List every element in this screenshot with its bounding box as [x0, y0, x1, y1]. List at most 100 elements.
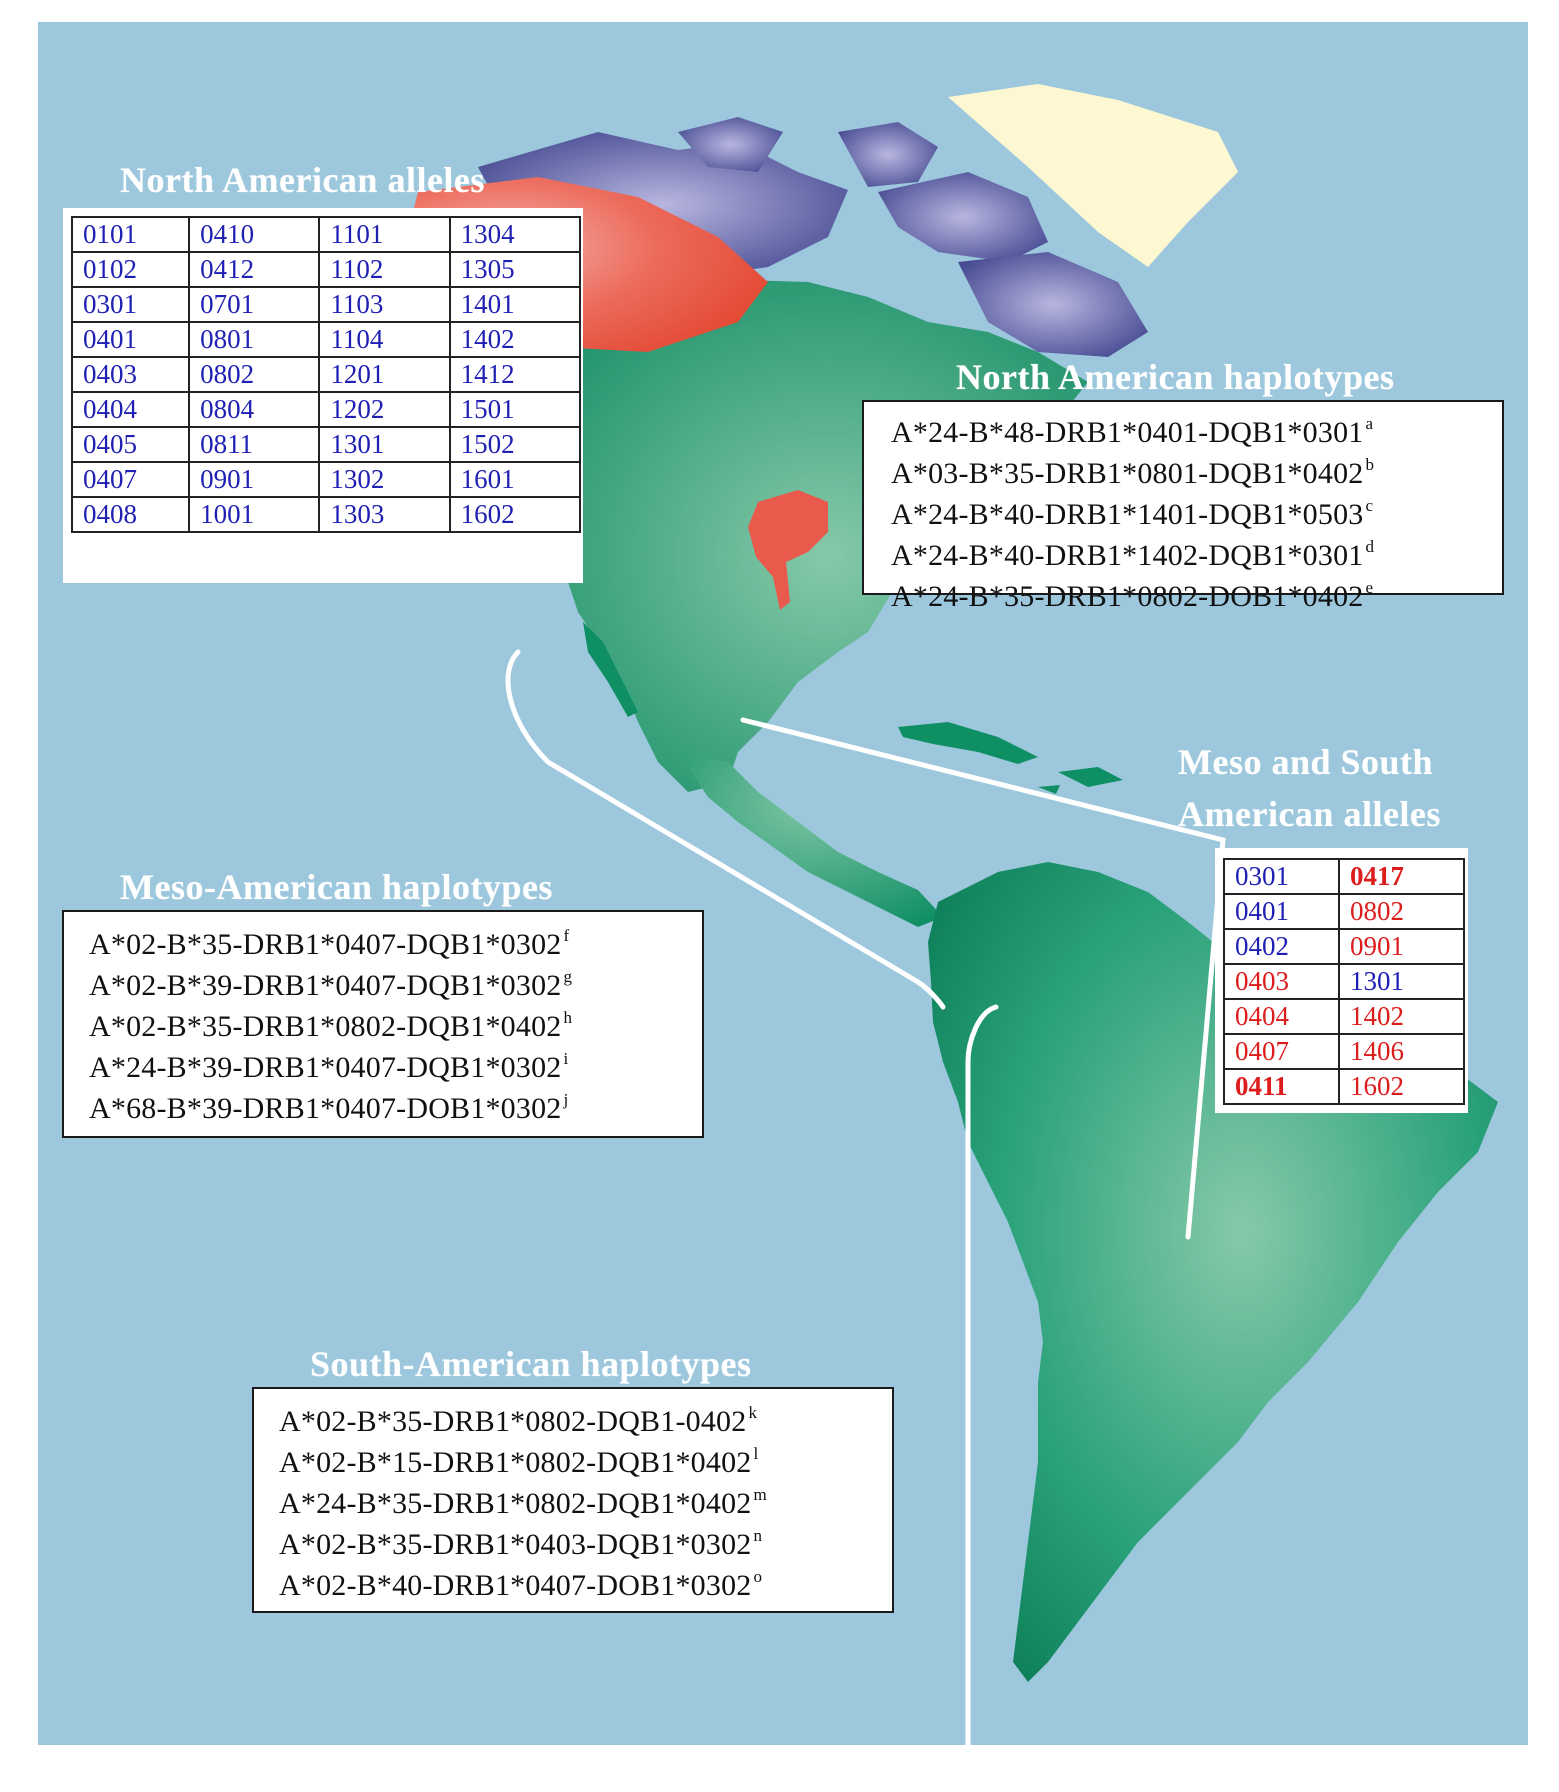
meso-south-allele-cell: 0417	[1338, 858, 1465, 895]
meso-south-allele-cell: 0401	[1223, 893, 1340, 930]
north-allele-cell: 1502	[448, 426, 582, 463]
meso-south-alleles-title-line2: American alleles	[1178, 794, 1441, 834]
arctic-island-4	[878, 172, 1048, 262]
north-allele-cell: 0801	[188, 321, 321, 358]
haplotype-text: A*02-B*39-DRB1*0407-DQB1*0302	[89, 969, 562, 1002]
south-haplotypes-title: South-American haplotypes	[310, 1344, 752, 1384]
meso-haplotype-item: A*02-B*35-DRB1*0802-DQB1*0402 h	[89, 1006, 572, 1047]
meso-south-alleles-title: Meso and South American alleles	[1178, 736, 1441, 840]
meso-south-allele-row: 0402 0901	[1223, 928, 1465, 965]
north-allele-cell: 0101	[70, 216, 191, 253]
north-allele-row: 0401 0801 1104 1402	[70, 321, 582, 358]
meso-haplotype-item: A*68-B*39-DRB1*0407-DOB1*0302 j	[89, 1088, 572, 1129]
meso-south-allele-row: 0411 1602	[1223, 1068, 1465, 1105]
south-haplotype-item: A*24-B*35-DRB1*0802-DQB1*0402 m	[279, 1483, 767, 1524]
south-haplotypes-list: A*02-B*35-DRB1*0802-DQB1-0402 k A*02-B*15-…	[279, 1401, 767, 1606]
north-allele-cell: 1202	[318, 391, 451, 428]
meso-haplotype-item: A*24-B*39-DRB1*0407-DQB1*0302 i	[89, 1047, 572, 1088]
south-haplotypes-box: A*02-B*35-DRB1*0802-DQB1-0402 k A*02-B*15-…	[252, 1387, 894, 1613]
north-allele-cell: 0802	[188, 356, 321, 393]
meso-bracket-line	[505, 649, 946, 1010]
arctic-island-2	[678, 117, 783, 172]
haplotype-footnote-marker: c	[1365, 496, 1374, 515]
haplotype-text: A*24-B*40-DRB1*1402-DQB1*0301	[891, 539, 1364, 572]
north-haplotype-item: A*03-B*35-DRB1*0801-DQB1*0402 b	[891, 453, 1374, 494]
haplotype-text: A*03-B*35-DRB1*0801-DQB1*0402	[891, 457, 1364, 490]
north-allele-row: 0403 0802 1201 1412	[70, 356, 582, 393]
meso-south-allele-cell: 0901	[1338, 928, 1465, 965]
north-allele-cell: 1201	[318, 356, 451, 393]
haplotype-footnote-marker: a	[1365, 414, 1374, 433]
meso-south-alleles-table: 0301 0417 0401 0802 0402 0901 0403 1301 0404 1402…	[1223, 858, 1465, 1105]
arctic-island-3	[838, 122, 938, 187]
north-allele-cell: 0401	[70, 321, 191, 358]
meso-south-allele-cell: 1402	[1338, 998, 1465, 1035]
north-allele-cell: 1402	[448, 321, 582, 358]
cuba	[898, 722, 1038, 764]
haplotype-text: A*24-B*48-DRB1*0401-DQB1*0301	[891, 416, 1364, 449]
meso-south-allele-row: 0407 1406	[1223, 1033, 1465, 1070]
meso-south-allele-row: 0404 1402	[1223, 998, 1465, 1035]
meso-south-allele-row: 0401 0802	[1223, 893, 1465, 930]
meso-south-allele-cell: 0402	[1223, 928, 1340, 965]
north-allele-cell: 0102	[70, 251, 191, 288]
meso-haplotypes-list: A*02-B*35-DRB1*0407-DQB1*0302 f A*02-B*39-…	[89, 924, 572, 1129]
north-haplotypes-list: A*24-B*48-DRB1*0401-DQB1*0301 a A*03-B*35-…	[891, 412, 1374, 617]
north-allele-cell: 0412	[188, 251, 321, 288]
haplotype-text: A*02-B*15-DRB1*0802-DQB1*0402	[279, 1446, 752, 1479]
haplotype-footnote-marker: o	[753, 1567, 763, 1586]
meso-south-allele-cell: 1602	[1338, 1068, 1465, 1105]
meso-south-allele-cell: 1406	[1338, 1033, 1465, 1070]
north-allele-cell: 1501	[448, 391, 582, 428]
north-allele-cell: 1602	[448, 496, 582, 533]
south-haplotype-item: A*02-B*35-DRB1*0403-DQB1*0302 n	[279, 1524, 767, 1565]
north-allele-cell: 1103	[318, 286, 451, 323]
north-alleles-table-panel: 0101 0410 1101 1304 0102 0412 1102 1305 0301 0701…	[63, 208, 583, 583]
meso-south-alleles-table-panel: 0301 0417 0401 0802 0402 0901 0403 1301 0404 1402…	[1215, 848, 1468, 1113]
haplotype-footnote-marker: e	[1365, 578, 1374, 597]
meso-haplotype-item: A*02-B*39-DRB1*0407-DQB1*0302 g	[89, 965, 572, 1006]
north-haplotype-item: A*24-B*35-DRB1*0802-DOB1*0402 e	[891, 576, 1374, 617]
north-allele-row: 0101 0410 1101 1304	[70, 216, 582, 253]
haplotype-footnote-marker: h	[563, 1008, 573, 1027]
meso-south-allele-cell: 0403	[1223, 963, 1340, 1000]
north-allele-cell: 0407	[70, 461, 191, 498]
north-allele-cell: 0405	[70, 426, 191, 463]
baffin-island	[958, 252, 1148, 357]
north-allele-cell: 1301	[318, 426, 451, 463]
north-allele-cell: 1601	[448, 461, 582, 498]
greenland	[948, 84, 1238, 267]
south-haplotype-item: A*02-B*15-DRB1*0802-DQB1*0402 l	[279, 1442, 767, 1483]
meso-south-allele-cell: 1301	[1338, 963, 1465, 1000]
north-allele-cell: 0901	[188, 461, 321, 498]
north-allele-row: 0301 0701 1103 1401	[70, 286, 582, 323]
central-red-region	[748, 490, 828, 610]
haplotype-footnote-marker: n	[753, 1526, 763, 1545]
north-allele-cell: 0301	[70, 286, 191, 323]
haplotype-text: A*24-B*35-DRB1*0802-DQB1*0402	[279, 1487, 752, 1520]
haplotype-footnote-marker: g	[563, 967, 573, 986]
south-haplotype-item: A*02-B*40-DRB1*0407-DOB1*0302 o	[279, 1565, 767, 1606]
north-allele-cell: 0408	[70, 496, 191, 533]
meso-south-allele-cell: 0404	[1223, 998, 1340, 1035]
haplotype-text: A*24-B*39-DRB1*0407-DQB1*0302	[89, 1051, 562, 1084]
haplotype-text: A*24-B*35-DRB1*0802-DOB1*0402	[891, 580, 1364, 613]
haplotype-footnote-marker: b	[1365, 455, 1375, 474]
meso-south-allele-row: 0403 1301	[1223, 963, 1465, 1000]
north-allele-cell: 0701	[188, 286, 321, 323]
meso-south-allele-cell: 0411	[1223, 1068, 1340, 1105]
north-allele-cell: 1305	[448, 251, 582, 288]
north-allele-cell: 1302	[318, 461, 451, 498]
meso-south-allele-cell: 0301	[1223, 858, 1340, 895]
north-allele-cell: 0410	[188, 216, 321, 253]
north-allele-cell: 0403	[70, 356, 191, 393]
meso-south-pointer-line	[740, 717, 1226, 1240]
meso-south-allele-row: 0301 0417	[1223, 858, 1465, 895]
north-allele-cell: 0804	[188, 391, 321, 428]
baja-california	[583, 622, 638, 717]
meso-haplotypes-title: Meso-American haplotypes	[120, 867, 553, 907]
meso-south-allele-cell: 0407	[1223, 1033, 1340, 1070]
haplotype-text: A*24-B*40-DRB1*1401-DQB1*0503	[891, 498, 1364, 531]
haplotype-text: A*02-B*35-DRB1*0802-DQB1*0402	[89, 1010, 562, 1043]
south-bracket-line	[965, 1004, 999, 1745]
